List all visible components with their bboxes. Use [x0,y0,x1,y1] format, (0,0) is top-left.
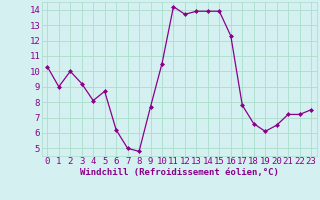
X-axis label: Windchill (Refroidissement éolien,°C): Windchill (Refroidissement éolien,°C) [80,168,279,177]
